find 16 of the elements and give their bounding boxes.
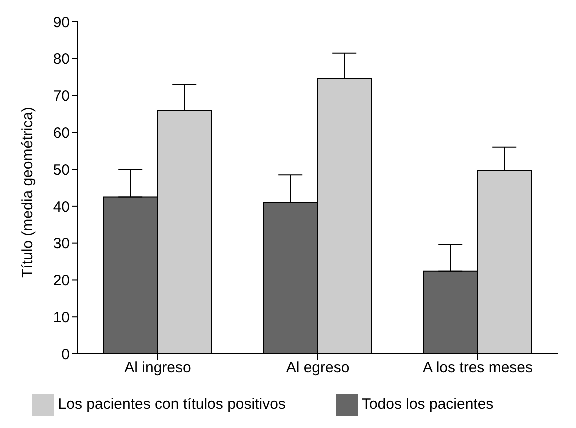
y-tick-label: 40	[53, 198, 70, 216]
y-tick-label: 50	[53, 162, 70, 179]
y-tick-label: 70	[53, 88, 70, 106]
y-tick-label: 10	[53, 309, 70, 326]
x-tick-label: Al egreso	[286, 360, 350, 377]
y-tick-label: 30	[53, 236, 70, 253]
legend-label: Los pacientes con títulos positivos	[58, 396, 286, 413]
y-tick-label: 0	[62, 346, 70, 364]
y-tick-label: 60	[53, 124, 70, 142]
y-tick-label: 90	[53, 14, 70, 32]
x-tick-label: Al ingreso	[124, 360, 192, 377]
y-tick-label: 20	[53, 272, 70, 290]
legend-label: Todos los pacientes	[362, 396, 494, 413]
y-axis-title: Título (media geométrica)	[19, 107, 36, 278]
y-tick-label: 80	[53, 51, 70, 68]
x-tick-label: A los tres meses	[422, 360, 534, 377]
